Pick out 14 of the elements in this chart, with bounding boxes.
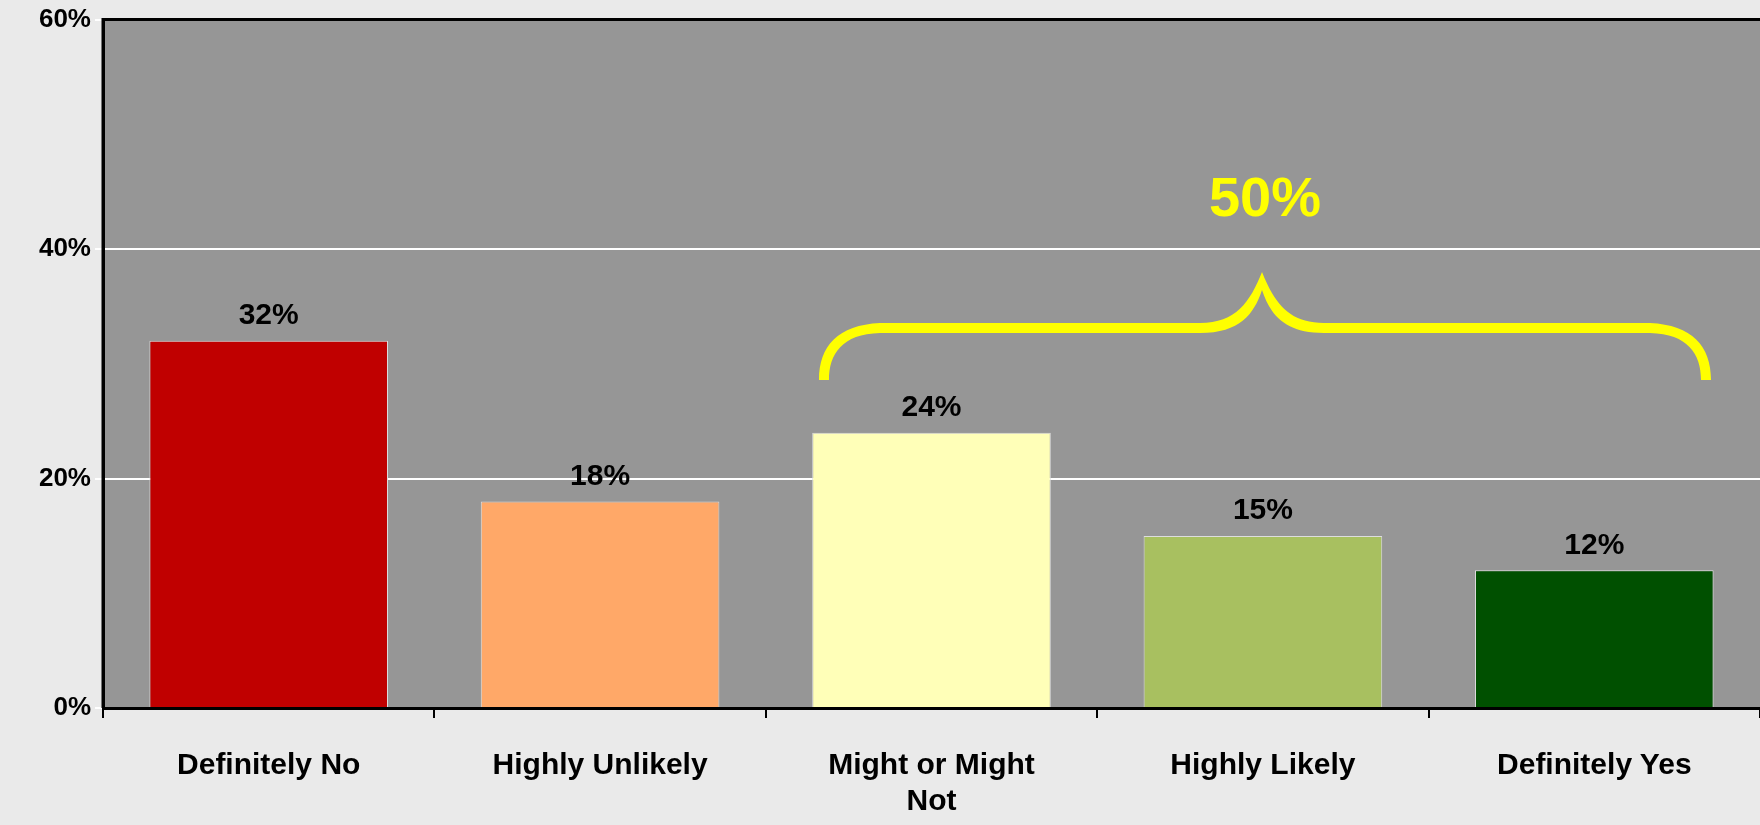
data-label: 24% (901, 388, 962, 422)
x-tick-label: Highly Likely (1170, 747, 1356, 781)
x-tick-label: Highly Unlikely (492, 747, 708, 781)
x-tick-label: Might or Might Not (828, 747, 1035, 817)
x-tick-label: Definitely No (177, 747, 361, 781)
x-tick-label: Definitely Yes (1497, 747, 1692, 781)
y-tick-label: 0% (53, 691, 91, 722)
y-tick-label: 20% (38, 461, 91, 492)
annotation: 50% (1207, 165, 1323, 229)
data-label: 32% (238, 297, 299, 331)
data-label: 15% (1232, 492, 1293, 526)
y-tick-label: 60% (38, 2, 91, 33)
data-label: 12% (1564, 526, 1625, 560)
y-tick-label: 40% (38, 232, 91, 263)
